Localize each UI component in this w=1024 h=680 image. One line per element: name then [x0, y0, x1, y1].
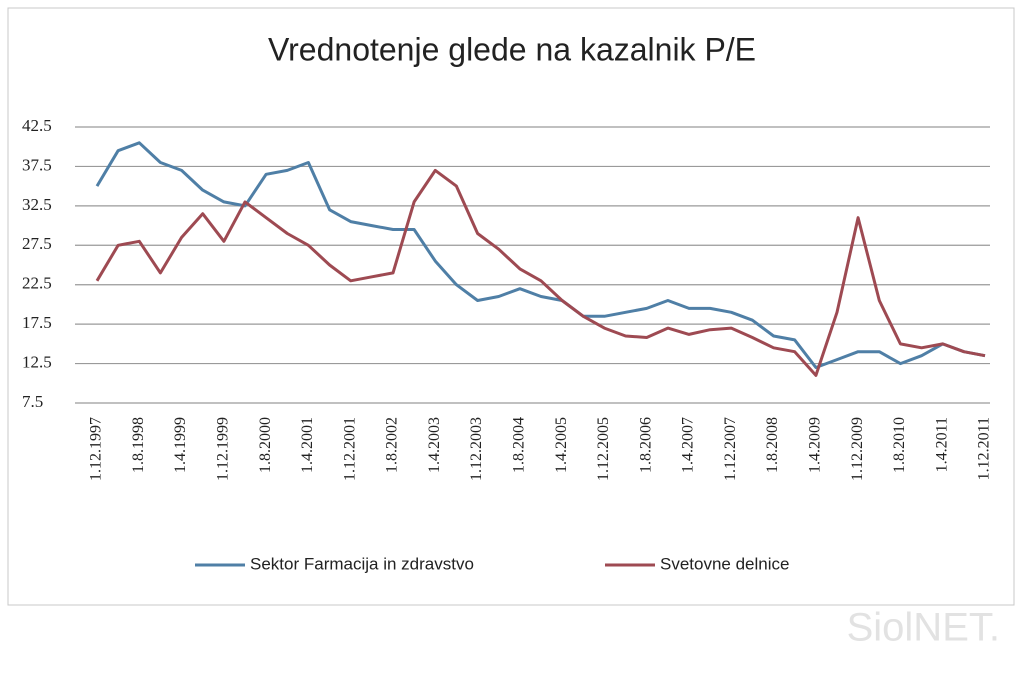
chart-frame [7, 7, 1015, 606]
x-tick-label: 1.12.2001 [341, 417, 358, 481]
x-tick-label: 1.4.2005 [553, 417, 570, 473]
x-tick-label: 1.12.1997 [88, 417, 105, 481]
x-tick-label: 1.12.2003 [468, 417, 485, 481]
y-tick-label: 12.5 [22, 352, 52, 371]
x-tick-label: 1.4.2007 [680, 417, 697, 473]
x-tick-label: 1.12.2009 [849, 417, 866, 481]
x-tick-label: 1.8.2006 [637, 417, 654, 473]
x-tick-label: 1.4.2001 [299, 417, 316, 473]
x-tick-label: 1.4.2011 [933, 417, 950, 472]
legend-label: Svetovne delnice [660, 554, 789, 573]
x-tick-label: 1.12.1999 [215, 417, 232, 481]
x-tick-label: 1.12.2011 [976, 417, 993, 480]
y-tick-label: 7.5 [22, 392, 43, 411]
x-tick-label: 1.8.2004 [511, 417, 528, 473]
y-tick-label: 42.5 [22, 116, 52, 135]
y-tick-label: 22.5 [22, 274, 52, 293]
x-tick-label: 1.8.2010 [891, 417, 908, 473]
chart-title: Vrednotenje glede na kazalnik P/E [268, 31, 756, 67]
x-tick-label: 1.8.2000 [257, 417, 274, 473]
x-tick-label: 1.8.2002 [384, 417, 401, 473]
x-tick-label: 1.8.2008 [764, 417, 781, 473]
y-tick-label: 37.5 [22, 155, 52, 174]
y-tick-label: 27.5 [22, 234, 52, 253]
y-tick-label: 17.5 [22, 313, 52, 332]
x-tick-label: 1.8.1998 [130, 417, 147, 473]
x-tick-label: 1.4.2003 [426, 417, 443, 473]
legend-label: Sektor Farmacija in zdravstvo [250, 554, 474, 573]
x-tick-label: 1.4.1999 [172, 417, 189, 473]
x-tick-label: 1.12.2007 [722, 417, 739, 481]
x-tick-label: 1.4.2009 [807, 417, 824, 473]
x-tick-label: 1.12.2005 [595, 417, 612, 481]
series-line [95, 141, 986, 369]
watermark: SiolNET. [847, 606, 1000, 650]
series-line [95, 168, 986, 377]
y-tick-label: 32.5 [22, 195, 52, 214]
